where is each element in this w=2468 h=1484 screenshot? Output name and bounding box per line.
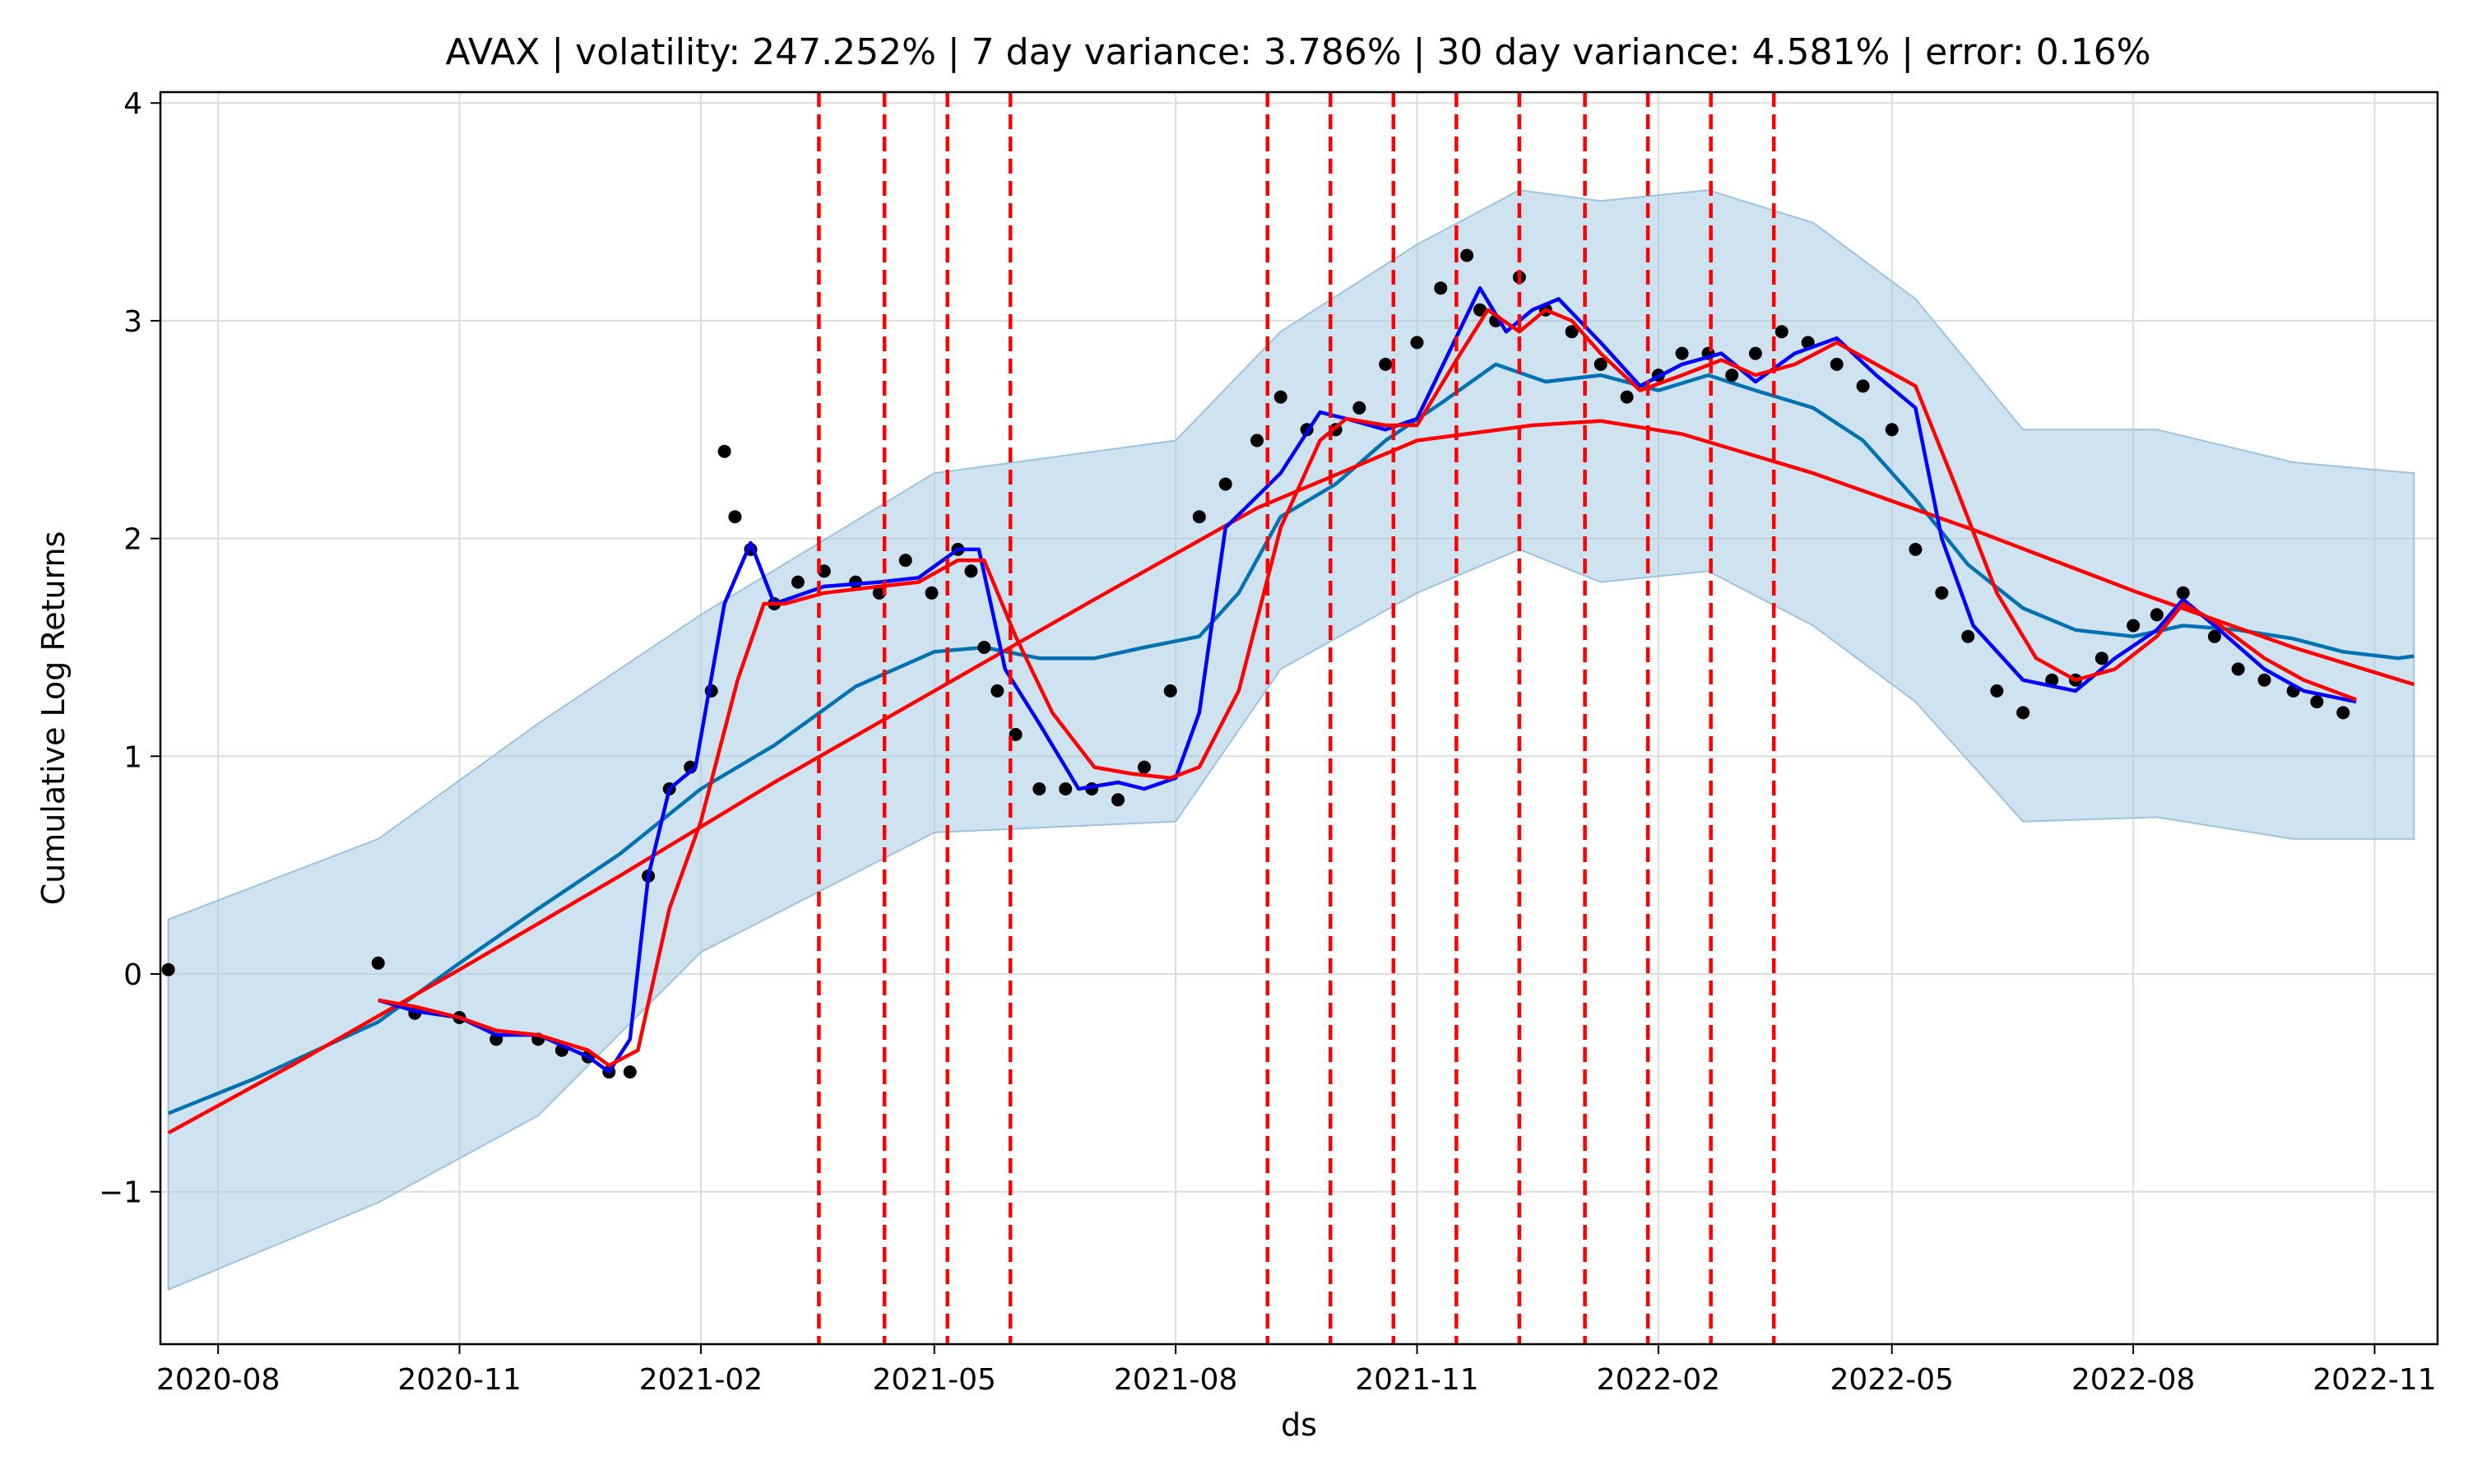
observed-point — [1990, 684, 2004, 698]
observed-point — [1163, 684, 1177, 698]
long-moving-average-line — [378, 308, 2357, 1068]
observed-point — [1748, 346, 1762, 360]
observed-point — [1774, 325, 1788, 339]
observed-point — [2231, 662, 2245, 676]
observed-point — [2336, 706, 2350, 720]
x-tick-label: 2022-05 — [1830, 1363, 1953, 1397]
observed-point — [728, 510, 742, 524]
y-tick-label: 2 — [123, 523, 142, 557]
observed-point — [990, 684, 1004, 698]
y-tick-label: 0 — [123, 958, 142, 992]
changepoint-lines — [817, 92, 1776, 1344]
forecast-line — [167, 362, 2415, 1115]
observed-point — [2095, 652, 2108, 665]
observed-point — [898, 554, 912, 568]
observed-point — [1620, 390, 1634, 404]
uncertainty-interval — [167, 189, 2415, 1292]
plot-frame — [159, 90, 2439, 1346]
observed-point — [1273, 390, 1287, 404]
observed-point — [623, 1065, 637, 1079]
observed-point — [925, 586, 939, 600]
y-tick-label: 4 — [123, 87, 142, 121]
observed-point — [1137, 760, 1151, 774]
observed-point — [1935, 586, 1949, 600]
observed-point — [2207, 629, 2221, 643]
y-tick-label: 1 — [123, 740, 142, 774]
observed-point — [1565, 325, 1579, 339]
observed-point — [1032, 782, 1046, 795]
observed-point — [1434, 281, 1448, 295]
y-tick-label: −1 — [99, 1176, 142, 1210]
trend-line — [167, 419, 2415, 1135]
observed-point — [1830, 357, 1844, 371]
x-tick-label: 2022-11 — [2313, 1363, 2436, 1397]
observed-point — [791, 575, 805, 589]
observed-point — [2045, 673, 2059, 687]
y-axis-ticks: −1 0 1 2 3 4 — [99, 87, 160, 1210]
observed-point — [1009, 727, 1023, 741]
x-tick-label: 2021-02 — [639, 1363, 763, 1397]
observed-point — [371, 956, 385, 970]
x-tick-label: 2022-02 — [1597, 1363, 1720, 1397]
x-tick-label: 2021-11 — [1355, 1363, 1478, 1397]
observed-point — [1410, 336, 1424, 350]
observed-point — [2150, 608, 2164, 622]
observed-point — [2176, 586, 2190, 600]
observed-point — [1379, 357, 1393, 371]
observed-point — [1909, 542, 1923, 556]
observed-point — [964, 564, 978, 578]
observed-point — [977, 641, 991, 654]
series-lines — [167, 362, 2415, 1135]
uncertainty-band — [167, 189, 2415, 1292]
observed-point — [1352, 401, 1366, 415]
observed-point — [817, 564, 831, 578]
x-tick-label: 2021-08 — [1114, 1363, 1237, 1397]
observed-point — [1961, 629, 1975, 643]
observed-point — [1725, 369, 1739, 383]
observed-point — [2310, 695, 2324, 709]
observed-point — [1192, 510, 1206, 524]
observed-point — [872, 586, 886, 600]
chart-title: AVAX | volatility: 247.252% | 7 day vari… — [446, 31, 2151, 73]
observed-point — [1250, 434, 1264, 448]
short-moving-average-line — [378, 285, 2357, 1074]
observed-point — [1059, 782, 1073, 795]
x-axis-label: ds — [1281, 1407, 1317, 1443]
observed-point — [1473, 303, 1487, 317]
observed-point — [1218, 477, 1232, 491]
observed-point — [161, 962, 175, 976]
x-tick-label: 2020-11 — [397, 1363, 521, 1397]
observed-point — [1885, 423, 1899, 437]
y-axis-label: Cumulative Log Returns — [35, 531, 72, 906]
observed-point — [717, 444, 731, 458]
observed-point — [1460, 248, 1474, 262]
x-tick-label: 2022-08 — [2071, 1363, 2195, 1397]
observed-point — [2257, 673, 2271, 687]
x-axis-ticks: 2020-08 2020-11 2021-02 2021-05 2021-08 2021-… — [156, 1344, 2437, 1397]
x-tick-label: 2020-08 — [156, 1363, 280, 1397]
observed-points — [161, 248, 2357, 1079]
observed-point — [1856, 379, 1870, 393]
observed-point — [2016, 706, 2030, 720]
x-tick-label: 2021-05 — [873, 1363, 996, 1397]
observed-point — [1111, 793, 1125, 807]
observed-point — [1594, 357, 1607, 371]
observed-point — [1675, 346, 1689, 360]
y-tick-label: 3 — [123, 305, 142, 339]
observed-point — [2127, 619, 2141, 633]
